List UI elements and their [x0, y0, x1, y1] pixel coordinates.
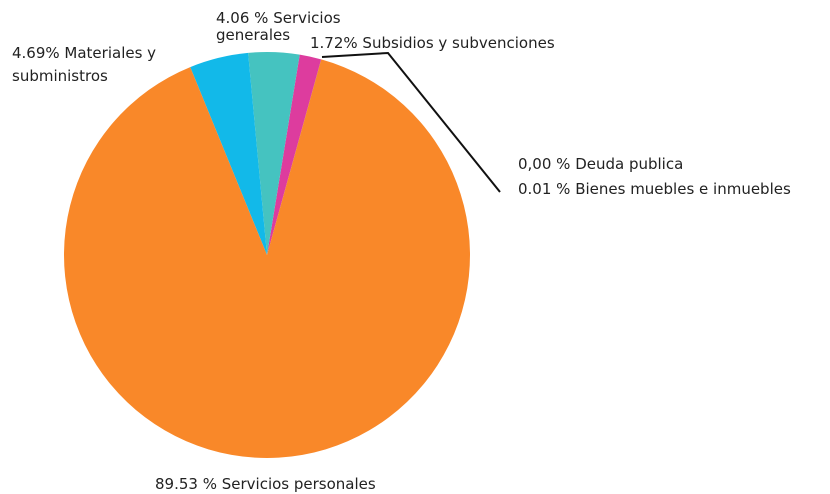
- slice-label: 0.01 % Bienes muebles e inmuebles: [518, 180, 791, 198]
- slice-label: 4.06 % Servicios generales: [216, 9, 341, 44]
- slice-label: 89.53 % Servicios personales: [155, 475, 376, 493]
- pie-slice: [190, 52, 267, 256]
- pie-slice: [63, 59, 470, 458]
- slice-label: 1.72% Subsidios y subvenciones: [310, 34, 555, 52]
- pie-slice: [267, 59, 322, 256]
- slice-label: 0,00 % Deuda publica: [518, 155, 684, 173]
- pie-slice: [267, 54, 322, 256]
- pie-slice: [248, 52, 300, 255]
- slice-label: 4.69% Materiales y subministros: [12, 44, 157, 85]
- leader-line: [321, 51, 501, 193]
